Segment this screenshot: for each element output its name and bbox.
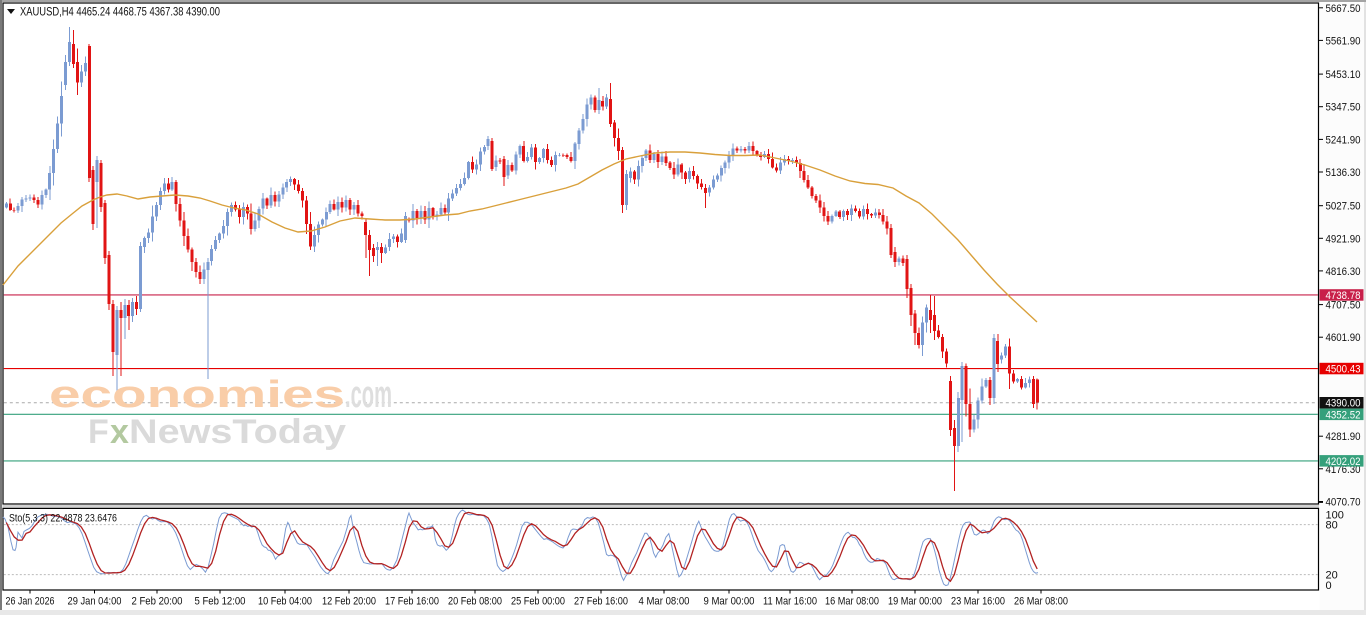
svg-text:5561.90: 5561.90	[1326, 35, 1361, 47]
svg-text:80: 80	[1326, 520, 1338, 532]
svg-text:5027.50: 5027.50	[1326, 201, 1361, 213]
svg-text:4281.90: 4281.90	[1326, 431, 1361, 443]
svg-text:4390.00: 4390.00	[1326, 398, 1361, 410]
svg-text:4738.78: 4738.78	[1326, 290, 1361, 302]
svg-text:5136.30: 5136.30	[1326, 167, 1361, 179]
svg-text:F: F	[88, 413, 109, 451]
svg-text:23 Mar 16:00: 23 Mar 16:00	[951, 596, 1005, 608]
svg-text:4707.50: 4707.50	[1326, 300, 1361, 312]
svg-text:29 Jan 04:00: 29 Jan 04:00	[68, 596, 122, 608]
svg-text:25 Feb 00:00: 25 Feb 00:00	[511, 596, 565, 608]
svg-text:12 Feb 20:00: 12 Feb 20:00	[322, 596, 376, 608]
svg-text:19 Mar 00:00: 19 Mar 00:00	[888, 596, 942, 608]
svg-text:5347.50: 5347.50	[1326, 102, 1361, 114]
svg-text:4 Mar 08:00: 4 Mar 08:00	[639, 596, 690, 608]
svg-text:4601.90: 4601.90	[1326, 332, 1361, 344]
svg-text:4070.70: 4070.70	[1326, 497, 1361, 509]
svg-text:20 Feb 08:00: 20 Feb 08:00	[448, 596, 502, 608]
svg-text:5453.10: 5453.10	[1326, 69, 1361, 81]
svg-text:4202.02: 4202.02	[1326, 456, 1361, 468]
svg-text:economies: economies	[49, 374, 345, 416]
svg-text:4921.90: 4921.90	[1326, 233, 1361, 245]
svg-text:9 Mar 00:00: 9 Mar 00:00	[704, 596, 755, 608]
svg-text:4500.43: 4500.43	[1326, 364, 1361, 376]
svg-text:Sto(5,3,3) 22.4878 23.6476: Sto(5,3,3) 22.4878 23.6476	[9, 513, 117, 525]
svg-text:.com: .com	[345, 374, 392, 416]
svg-text:26 Mar 08:00: 26 Mar 08:00	[1014, 596, 1068, 608]
svg-text:5241.90: 5241.90	[1326, 134, 1361, 146]
svg-text:20: 20	[1326, 570, 1338, 582]
svg-text:27 Feb 16:00: 27 Feb 16:00	[574, 596, 628, 608]
svg-text:4352.52: 4352.52	[1326, 409, 1361, 421]
svg-text:11 Mar 16:00: 11 Mar 16:00	[763, 596, 817, 608]
svg-text:4176.30: 4176.30	[1326, 464, 1361, 476]
svg-text:17 Feb 16:00: 17 Feb 16:00	[385, 596, 439, 608]
svg-text:NewsToday: NewsToday	[129, 413, 346, 451]
svg-text:0: 0	[1326, 580, 1332, 592]
svg-text:5667.50: 5667.50	[1326, 3, 1361, 15]
svg-text:XAUUSD,H4 4465.24 4468.75 436: XAUUSD,H4 4465.24 4468.75 4367.38 4390.0…	[20, 7, 220, 19]
svg-text:5 Feb 12:00: 5 Feb 12:00	[195, 596, 246, 608]
svg-text:16 Mar 08:00: 16 Mar 08:00	[825, 596, 879, 608]
svg-text:x: x	[110, 413, 129, 451]
svg-text:2 Feb 20:00: 2 Feb 20:00	[132, 596, 183, 608]
svg-text:100: 100	[1326, 510, 1344, 522]
svg-text:26 Jan 2026: 26 Jan 2026	[6, 596, 55, 608]
svg-text:4816.30: 4816.30	[1326, 266, 1361, 278]
svg-text:10 Feb 04:00: 10 Feb 04:00	[258, 596, 312, 608]
